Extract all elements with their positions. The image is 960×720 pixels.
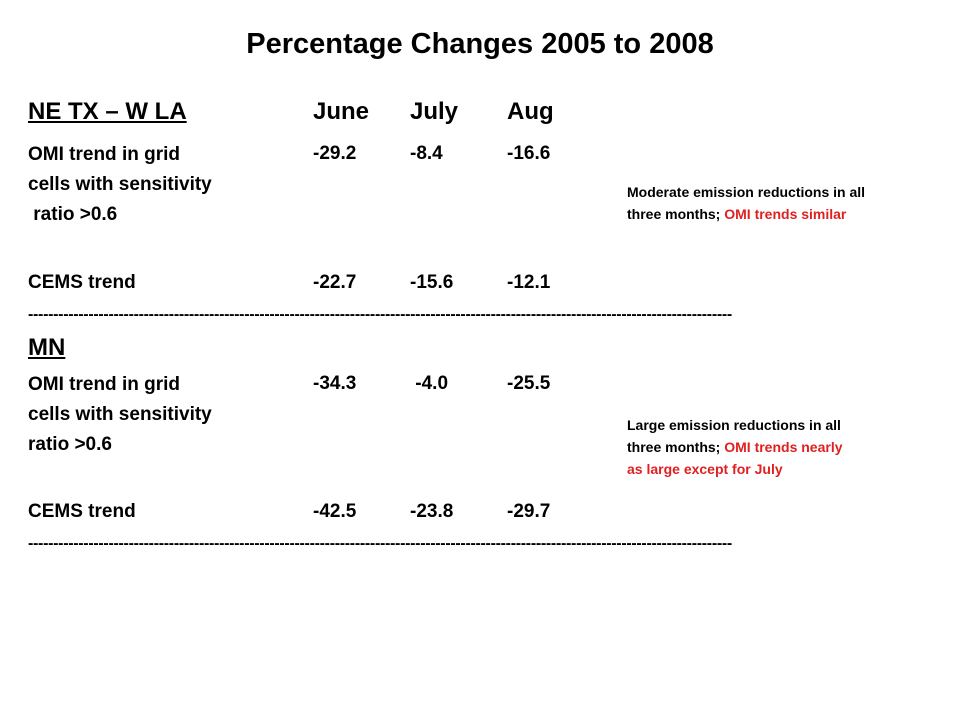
- omi-trend-label: OMI trend in grid cells with sensitivity…: [28, 370, 212, 460]
- note-text: three months;: [627, 439, 725, 455]
- omi-value-aug: -25.5: [507, 373, 551, 394]
- month-header-july: July: [410, 98, 459, 125]
- note-highlight: as large except for July: [627, 461, 783, 477]
- region-heading-mn: MN: [28, 334, 66, 361]
- cems-value-june: -42.5: [313, 501, 357, 522]
- note-highlight: OMI trends nearly: [724, 439, 843, 455]
- cems-value-aug: -12.1: [507, 272, 551, 293]
- cems-trend-label: CEMS trend: [28, 501, 136, 522]
- month-header-aug: Aug: [507, 98, 554, 125]
- omi-label-line: ratio >0.6: [28, 204, 118, 225]
- omi-label-line: OMI trend in grid: [28, 144, 180, 165]
- note-line: three months; OMI trends similar: [627, 203, 865, 225]
- omi-value-june: -29.2: [313, 143, 357, 164]
- annotation-note: Moderate emission reductions in all thre…: [627, 181, 865, 225]
- cems-value-aug: -29.7: [507, 501, 551, 522]
- cems-value-july: -15.6: [410, 272, 454, 293]
- note-highlight: OMI trends similar: [724, 206, 847, 222]
- omi-value-june: -34.3: [313, 373, 357, 394]
- omi-label-line: ratio >0.6: [28, 434, 112, 455]
- section-divider: ----------------------------------------…: [28, 535, 732, 552]
- cems-value-july: -23.8: [410, 501, 454, 522]
- omi-label-line: cells with sensitivity: [28, 174, 212, 195]
- cems-value-june: -22.7: [313, 272, 357, 293]
- month-header-june: June: [313, 98, 370, 125]
- section-divider: ----------------------------------------…: [28, 306, 732, 323]
- annotation-note: Large emission reductions in all three m…: [627, 414, 843, 480]
- omi-value-july: -4.0: [410, 373, 449, 394]
- page-title: Percentage Changes 2005 to 2008: [246, 28, 714, 60]
- omi-label-line: cells with sensitivity: [28, 404, 212, 425]
- note-line: three months; OMI trends nearly: [627, 436, 843, 458]
- omi-trend-label: OMI trend in grid cells with sensitivity…: [28, 140, 212, 230]
- cems-trend-label: CEMS trend: [28, 272, 136, 293]
- note-line: Large emission reductions in all: [627, 417, 841, 433]
- note-text: three months;: [627, 206, 725, 222]
- omi-label-line: OMI trend in grid: [28, 374, 180, 395]
- region-heading-netx-wla: NE TX – W LA: [28, 98, 187, 125]
- omi-value-july: -8.4: [410, 143, 443, 164]
- omi-value-aug: -16.6: [507, 143, 551, 164]
- note-line: Moderate emission reductions in all: [627, 184, 866, 200]
